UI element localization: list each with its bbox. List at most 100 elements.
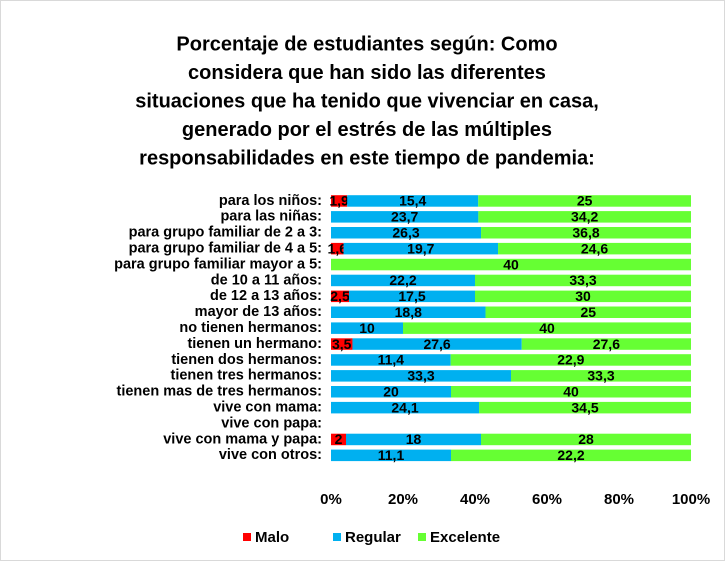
- bar-segment: [478, 195, 691, 207]
- value-label: 33,3: [569, 272, 596, 288]
- bar-segment: [347, 195, 479, 207]
- value-label: 17,5: [398, 288, 425, 304]
- value-label: 1,9: [329, 193, 349, 209]
- legend-label: Regular: [345, 529, 401, 546]
- bar-segment: [331, 306, 486, 318]
- category-label: mayor de 13 años:: [195, 304, 322, 320]
- bar-segment: [451, 449, 691, 462]
- chart-title: responsabilidades en este tiempo de pand…: [139, 147, 595, 169]
- bar-segment: [331, 449, 451, 462]
- chart-title: generado por el estrés de las múltiples: [182, 119, 552, 141]
- category-label: tienen tres hermanos:: [171, 368, 323, 384]
- value-label: 26,3: [392, 224, 419, 240]
- bar-segment: [475, 290, 691, 303]
- legend-label: Excelente: [430, 529, 500, 546]
- bar-segment: [331, 370, 511, 382]
- x-tick-label: 40%: [460, 491, 490, 508]
- value-label: 20: [383, 383, 399, 399]
- value-label: 40: [539, 320, 555, 336]
- value-label: 34,5: [571, 399, 598, 415]
- bar-segment: [346, 433, 481, 446]
- bar-segment: [478, 211, 691, 223]
- category-label: de 10 a 11 años:: [211, 272, 322, 288]
- value-label: 11,1: [378, 447, 405, 463]
- chart-title: considera que han sido las diferentes: [188, 62, 546, 84]
- category-label: no tienen hermanos:: [179, 320, 322, 336]
- x-tick-label: 0%: [320, 491, 342, 508]
- value-label: 18: [406, 431, 422, 447]
- legend-label: Malo: [255, 529, 289, 546]
- x-tick-label: 100%: [672, 491, 710, 508]
- value-label: 3,5: [332, 336, 352, 352]
- bar-segment: [331, 322, 403, 334]
- category-label: tienen dos hermanos:: [171, 352, 322, 368]
- value-label: 2: [335, 431, 343, 447]
- bar-segment: [331, 290, 349, 303]
- bar-segment: [331, 258, 691, 271]
- bar-segment: [481, 227, 691, 239]
- category-label: tienen mas de tres hermanos:: [117, 384, 323, 400]
- bar-segment: [352, 338, 522, 350]
- bar-segment: [481, 433, 691, 446]
- category-label: de 12 a 13 años:: [210, 288, 322, 304]
- value-label: 27,6: [593, 336, 620, 352]
- value-label: 2,5: [330, 288, 350, 304]
- value-label: 25: [580, 304, 596, 320]
- value-label: 23,7: [391, 209, 418, 225]
- bar-segment: [331, 211, 479, 223]
- value-label: 40: [503, 256, 519, 272]
- bar-segment: [475, 274, 691, 287]
- value-label: 10: [359, 320, 375, 336]
- value-label: 28: [578, 431, 594, 447]
- category-label: para grupo familiar de 4 a 5:: [129, 240, 322, 256]
- bar-segment: [479, 401, 691, 414]
- bar-segment: [498, 242, 691, 255]
- bar-segment: [331, 242, 344, 255]
- value-label: 34,2: [571, 209, 598, 225]
- bar-segment: [343, 242, 499, 255]
- bar-segment: [331, 386, 451, 398]
- category-label: vive con papa:: [221, 415, 322, 431]
- bar-segment: [403, 322, 691, 334]
- bar-segment: [331, 195, 348, 207]
- category-label: para grupo familiar mayor a 5:: [114, 256, 322, 272]
- legend-swatch: [333, 533, 341, 541]
- value-label: 15,4: [399, 193, 426, 209]
- value-label: 11,4: [378, 352, 405, 368]
- category-label: vive con mama y papa:: [163, 431, 322, 447]
- value-label: 36,8: [572, 224, 599, 240]
- x-tick-label: 80%: [604, 491, 634, 508]
- bar-segment: [349, 290, 475, 303]
- value-label: 22,2: [389, 272, 416, 288]
- value-label: 24,6: [581, 240, 608, 256]
- value-label: 24,1: [391, 399, 418, 415]
- category-label: vive con otros:: [219, 447, 322, 463]
- category-label: para las niñas:: [220, 209, 322, 225]
- bar-segment: [331, 338, 353, 350]
- value-label: 25: [577, 193, 593, 209]
- bar-segment: [331, 354, 451, 366]
- chart-title: situaciones que ha tenido que vivenciar …: [135, 90, 599, 112]
- bar-segment: [331, 401, 480, 414]
- legend-swatch: [243, 533, 251, 541]
- bar-segment: [451, 386, 691, 398]
- value-label: 22,9: [557, 352, 584, 368]
- chart-title: Porcentaje de estudiantes según: Como: [176, 33, 557, 55]
- category-label: vive con mama:: [213, 399, 322, 415]
- value-label: 1,6: [328, 240, 348, 256]
- value-label: 22,2: [557, 447, 584, 463]
- bar-segment: [511, 370, 691, 382]
- bar-segment: [331, 433, 346, 446]
- bar-segment: [331, 227, 482, 239]
- value-label: 19,7: [407, 240, 434, 256]
- x-tick-label: 60%: [532, 491, 562, 508]
- value-label: 33,3: [587, 368, 614, 384]
- x-tick-label: 20%: [388, 491, 418, 508]
- value-label: 27,6: [423, 336, 450, 352]
- value-label: 33,3: [407, 368, 434, 384]
- category-label: para los niños:: [219, 193, 322, 209]
- legend-swatch: [418, 533, 426, 541]
- bar-segment: [450, 354, 691, 366]
- value-label: 18,8: [395, 304, 422, 320]
